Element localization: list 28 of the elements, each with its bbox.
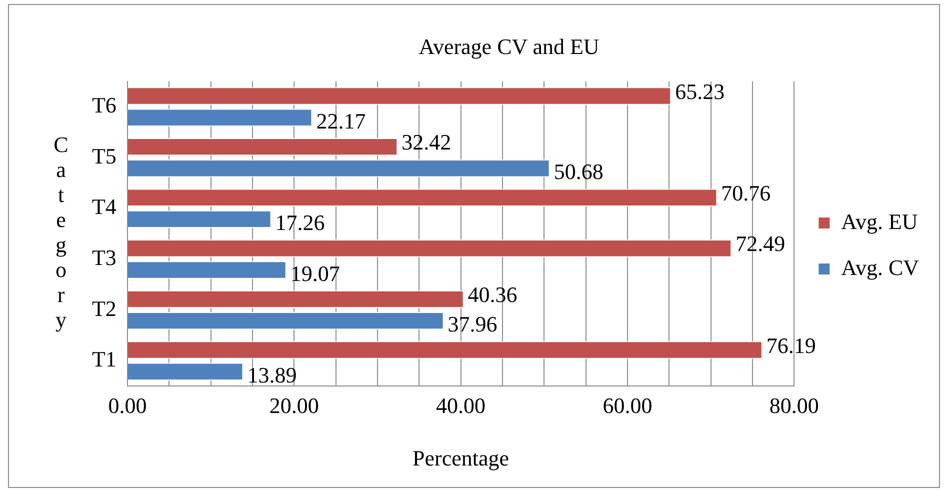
x-tick-label: 80.00	[769, 393, 819, 418]
data-label: 32.42	[402, 130, 452, 155]
data-label: 76.19	[766, 332, 816, 358]
data-label: 70.76	[721, 180, 771, 206]
x-axis-title: Percentage	[412, 446, 510, 471]
y-axis-title: Category	[54, 132, 68, 332]
y-tick-label: T3	[92, 244, 116, 270]
legend-label: Avg. EU	[841, 208, 918, 234]
data-label: 19.07	[290, 260, 340, 286]
x-tick-label: 20.00	[269, 393, 319, 418]
y-tick-label: T5	[92, 143, 116, 168]
x-tick-label: 40.00	[436, 393, 486, 418]
data-label: 50.68	[554, 159, 604, 184]
data-label: 17.26	[275, 210, 325, 235]
x-tick-label: 60.00	[602, 393, 652, 418]
y-tick-label: T2	[92, 296, 116, 321]
x-tick-label: 0.00	[108, 393, 147, 418]
data-label: 37.96	[448, 312, 498, 337]
data-label: 72.49	[736, 231, 786, 256]
chart-title: Average CV and EU	[418, 34, 600, 59]
y-tick-label: T4	[92, 194, 116, 220]
y-tick-label: T6	[92, 92, 116, 118]
data-label: 13.89	[247, 362, 297, 388]
data-label: 22.17	[316, 108, 366, 134]
legend-label: Avg. CV	[841, 254, 920, 280]
data-label: 40.36	[468, 282, 518, 307]
y-tick-label: T1	[92, 346, 116, 372]
data-label: 65.23	[675, 78, 725, 104]
